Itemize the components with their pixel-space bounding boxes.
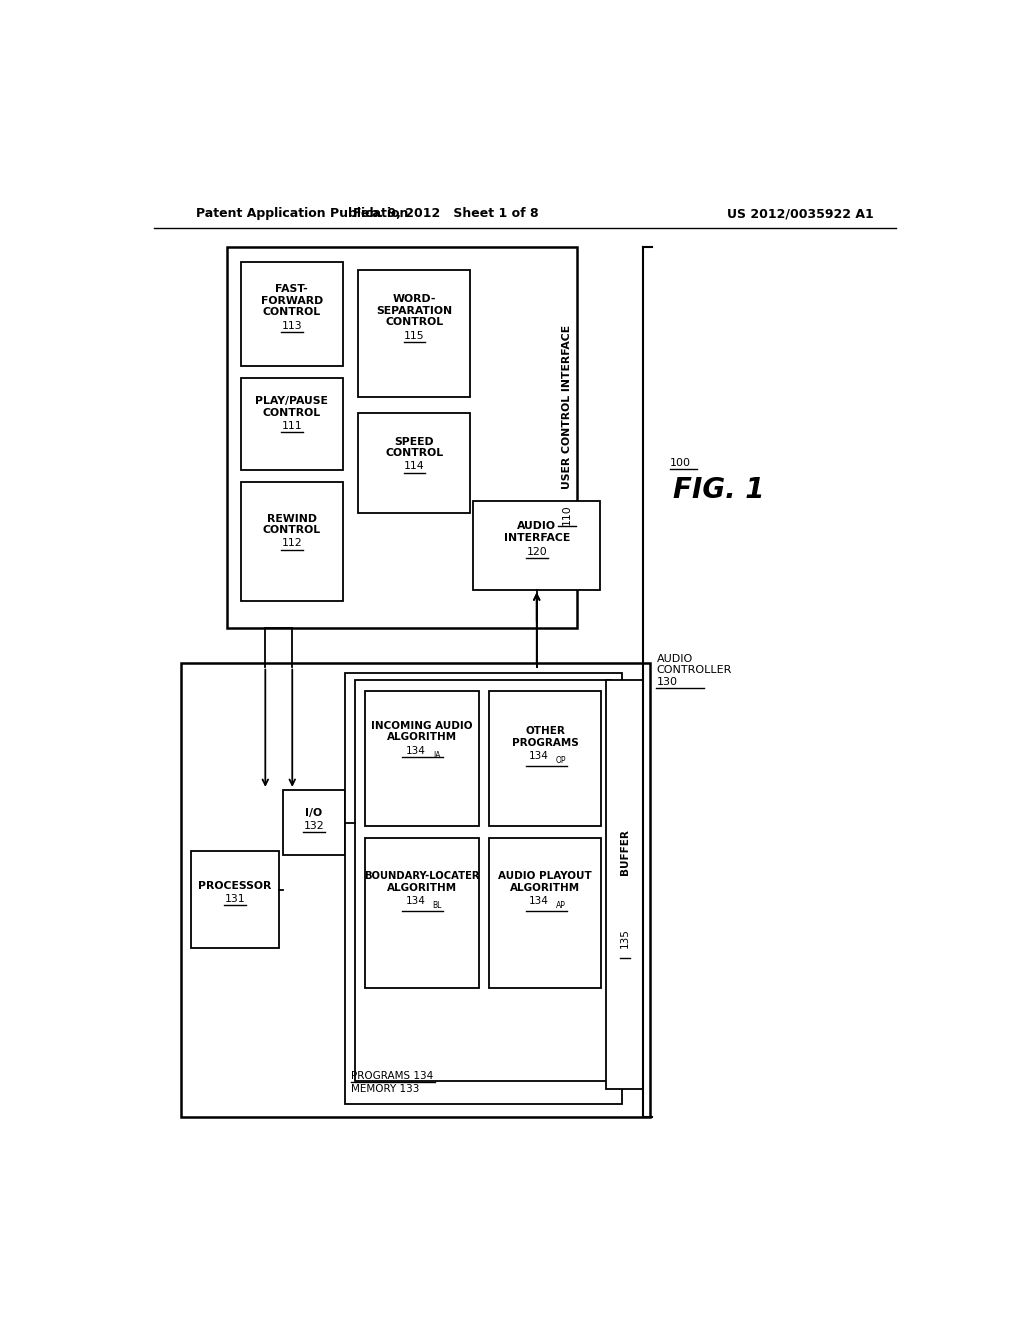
Text: ALGORITHM: ALGORITHM — [386, 883, 457, 892]
Text: REWIND: REWIND — [267, 513, 316, 524]
Bar — [489, 692, 601, 826]
Text: 132: 132 — [303, 821, 325, 832]
Bar — [358, 412, 470, 512]
Bar — [473, 502, 600, 590]
Text: CONTROL: CONTROL — [263, 308, 321, 317]
Bar — [241, 378, 343, 470]
Text: OP: OP — [555, 756, 566, 766]
Bar — [358, 271, 470, 397]
Text: Patent Application Publication: Patent Application Publication — [196, 207, 409, 220]
Text: WORD-: WORD- — [392, 294, 436, 305]
Text: Feb. 9, 2012   Sheet 1 of 8: Feb. 9, 2012 Sheet 1 of 8 — [353, 207, 539, 220]
Text: BOUNDARY-LOCATER: BOUNDARY-LOCATER — [364, 871, 479, 880]
Text: USER CONTROL INTERFACE: USER CONTROL INTERFACE — [562, 325, 572, 490]
Text: 112: 112 — [282, 539, 302, 548]
Text: OTHER: OTHER — [525, 726, 565, 737]
Text: 110: 110 — [562, 504, 572, 525]
Text: 100: 100 — [670, 458, 690, 467]
Text: SEPARATION: SEPARATION — [376, 306, 453, 315]
Text: BUFFER: BUFFER — [620, 829, 630, 875]
Text: 134: 134 — [406, 896, 425, 906]
Text: IA: IA — [433, 751, 440, 760]
Bar — [365, 692, 478, 826]
Text: 120: 120 — [526, 546, 547, 557]
Text: AUDIO PLAYOUT: AUDIO PLAYOUT — [499, 871, 592, 880]
Text: 114: 114 — [404, 462, 425, 471]
Text: 131: 131 — [224, 894, 245, 904]
Text: CONTROL: CONTROL — [385, 317, 443, 327]
Text: CONTROL: CONTROL — [263, 408, 321, 417]
Text: PLAY/PAUSE: PLAY/PAUSE — [255, 396, 329, 407]
Bar — [190, 851, 280, 948]
Bar — [226, 247, 578, 628]
Text: SPEED: SPEED — [394, 437, 434, 446]
Text: FAST-: FAST- — [275, 284, 308, 294]
Text: 134: 134 — [529, 751, 549, 760]
Text: I/O: I/O — [305, 808, 323, 818]
Text: INCOMING AUDIO: INCOMING AUDIO — [371, 721, 472, 731]
Text: US 2012/0035922 A1: US 2012/0035922 A1 — [727, 207, 873, 220]
Text: 113: 113 — [282, 321, 302, 331]
Bar — [345, 673, 622, 1104]
Text: PROGRAMS: PROGRAMS — [512, 738, 579, 748]
Bar — [355, 681, 611, 1081]
Text: 134: 134 — [529, 896, 549, 906]
Bar — [606, 681, 643, 1089]
Text: CONTROLLER: CONTROLLER — [656, 665, 732, 675]
Text: CONTROL: CONTROL — [385, 449, 443, 458]
Bar — [489, 837, 601, 987]
Text: FIG. 1: FIG. 1 — [674, 475, 765, 503]
Text: 115: 115 — [404, 331, 425, 342]
Text: MEMORY 133: MEMORY 133 — [351, 1084, 419, 1093]
Text: 134: 134 — [406, 746, 425, 756]
Bar — [241, 263, 343, 367]
Text: ALGORITHM: ALGORITHM — [386, 733, 457, 742]
Bar — [283, 789, 345, 855]
Text: CONTROL: CONTROL — [263, 525, 321, 536]
Text: BL: BL — [432, 900, 441, 909]
Text: 130: 130 — [656, 677, 678, 686]
Bar — [241, 482, 343, 601]
Bar — [365, 837, 478, 987]
Text: AUDIO: AUDIO — [517, 521, 556, 532]
Text: 135: 135 — [620, 928, 630, 948]
Bar — [180, 663, 650, 1117]
Text: INTERFACE: INTERFACE — [504, 533, 570, 543]
Text: AUDIO: AUDIO — [656, 653, 692, 664]
Text: PROGRAMS 134: PROGRAMS 134 — [351, 1072, 433, 1081]
Text: 111: 111 — [282, 421, 302, 430]
Text: PROCESSOR: PROCESSOR — [199, 880, 271, 891]
Text: FORWARD: FORWARD — [261, 296, 323, 306]
Text: ALGORITHM: ALGORITHM — [510, 883, 581, 892]
Text: AP: AP — [556, 900, 565, 909]
